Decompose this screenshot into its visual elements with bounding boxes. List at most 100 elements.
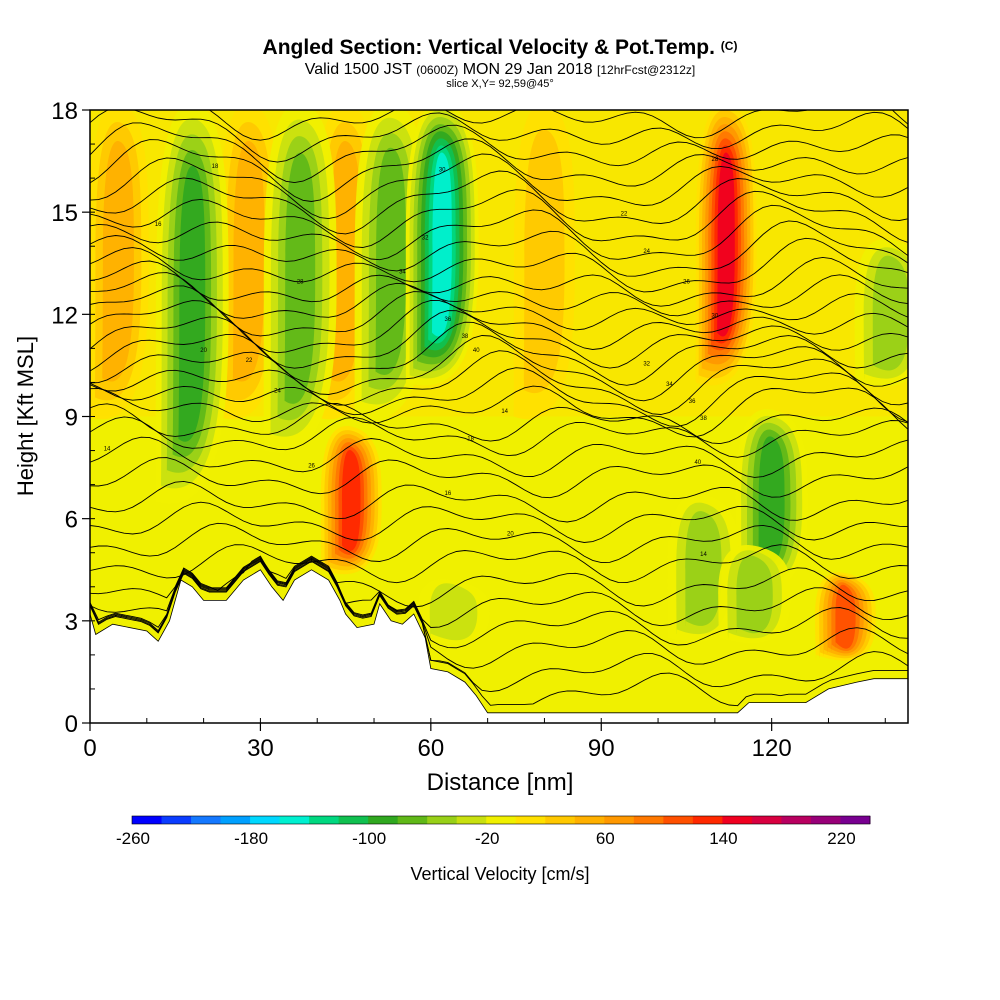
contour-label: 20: [200, 348, 207, 354]
isotherm-line: [90, 557, 908, 649]
colorbar-swatch: [810, 816, 841, 824]
colorbar-swatch: [515, 816, 546, 824]
contour-label: 36: [689, 399, 696, 405]
colorbar-swatch: [456, 816, 487, 824]
x-axis-label: Distance [nm]: [427, 769, 574, 796]
colorbar-swatch: [692, 816, 723, 824]
isotherm-line: [90, 436, 908, 478]
isotherm-line: [90, 300, 908, 354]
terrain-mask: [90, 569, 908, 723]
colorbar-tick-label: -260: [116, 829, 150, 848]
isotherm-line: [90, 385, 908, 438]
updraft-band: [232, 141, 265, 382]
contour-label: 28: [712, 157, 719, 163]
downdraft-1: [263, 110, 337, 454]
isotherm-line: [90, 350, 908, 415]
isotherm-line: [90, 189, 908, 248]
x-tick-label: 60: [417, 735, 444, 762]
colorbar-swatch: [191, 816, 222, 824]
contour-label: 14: [104, 447, 111, 453]
contour-label: 26: [683, 280, 690, 286]
contour-label: 40: [694, 460, 701, 466]
colorbar-swatch: [633, 816, 664, 824]
contour-label: 38: [700, 416, 707, 422]
downdraft-band: [736, 555, 773, 634]
isotherm-line: [90, 310, 908, 369]
colorbar-swatch: [250, 816, 281, 824]
updraft-3: [90, 110, 149, 419]
colorbar-swatch: [397, 816, 428, 824]
colorbar-tick-label: -180: [234, 829, 268, 848]
contour-label: 32: [422, 235, 429, 241]
isotherm-line: [90, 220, 908, 277]
isotherm-line: [90, 556, 908, 628]
colorbar-swatch: [279, 816, 310, 824]
colorbar-swatch: [663, 816, 694, 824]
updraft-2: [815, 572, 876, 661]
contour-label: 30: [712, 314, 719, 320]
colorbar-swatch: [338, 816, 369, 824]
isotherm-line: [90, 402, 908, 445]
updraft-band: [835, 584, 856, 649]
contour-label: 16: [155, 222, 162, 228]
downdraft-band: [375, 147, 407, 375]
colorbar-swatch: [486, 816, 517, 824]
colorbar-swatch: [781, 816, 812, 824]
downdraft-band: [178, 165, 206, 442]
colorbar-swatch: [574, 816, 605, 824]
contour-label: 40: [473, 348, 480, 354]
terrain-shape: [90, 569, 908, 723]
x-tick-label: 90: [588, 735, 615, 762]
isotherm-line: [90, 153, 908, 220]
isotherm-line: [90, 138, 908, 202]
valid-utc: (0600Z): [416, 63, 459, 77]
y-tick-label: 12: [51, 302, 78, 329]
contour-label: 22: [621, 212, 628, 218]
downdraft-band: [872, 255, 908, 371]
contour-label: 24: [643, 249, 650, 255]
contour-label: 38: [462, 334, 469, 340]
x-tick-label: 0: [83, 735, 96, 762]
isotherm-line: [90, 367, 908, 427]
colorbar-tick-label: -100: [352, 829, 386, 848]
isotherm-line: [90, 285, 908, 337]
colorbar-tick-label: -20: [475, 829, 500, 848]
contour-label: 32: [643, 361, 650, 367]
isotherm-line: [90, 555, 908, 608]
isotherm-line: [90, 122, 908, 184]
forecast-info: [12hrFcst@2312z]: [597, 63, 696, 77]
updraft-band: [102, 141, 134, 382]
isotherm-line: [90, 544, 908, 584]
contour-label: 18: [467, 436, 474, 442]
isotherm-line: [90, 170, 908, 235]
isotherm-line: [90, 560, 908, 707]
downdraft-3: [405, 110, 479, 386]
chart-title: Angled Section: Vertical Velocity & Pot.…: [0, 36, 1000, 60]
isotherm-line: [90, 559, 908, 693]
isotherm-line: [90, 522, 908, 564]
colorbar-tick-label: 60: [596, 829, 615, 848]
valid-prefix: Valid 1500 JST: [304, 61, 412, 78]
contour-label: 24: [274, 389, 281, 395]
contour-label: 34: [399, 269, 406, 275]
updraft-band: [342, 450, 361, 551]
y-tick-label: 9: [65, 405, 78, 432]
colorbar-swatch: [132, 816, 163, 824]
contour-label: 28: [297, 280, 304, 286]
downdraft-7: [718, 545, 792, 644]
isotherm-line: [90, 558, 908, 669]
contour-label: 26: [308, 464, 315, 470]
contour-label: 36: [445, 317, 452, 323]
colorbar-swatch: [368, 816, 399, 824]
isotherm-line: [90, 335, 908, 402]
colorbar-swatch: [604, 816, 635, 824]
downdraft-band: [284, 152, 316, 404]
contour-label: 14: [501, 409, 508, 415]
contour-label: 18: [212, 164, 219, 170]
contour-labels: 14 16 18 20 22 24 26 28 30 32 34 36 38 40 14 16 18 20 22 24…: [104, 157, 719, 558]
updraft-0: [695, 110, 757, 386]
isotherm-line: [90, 256, 908, 307]
y-tick-label: 6: [65, 507, 78, 534]
